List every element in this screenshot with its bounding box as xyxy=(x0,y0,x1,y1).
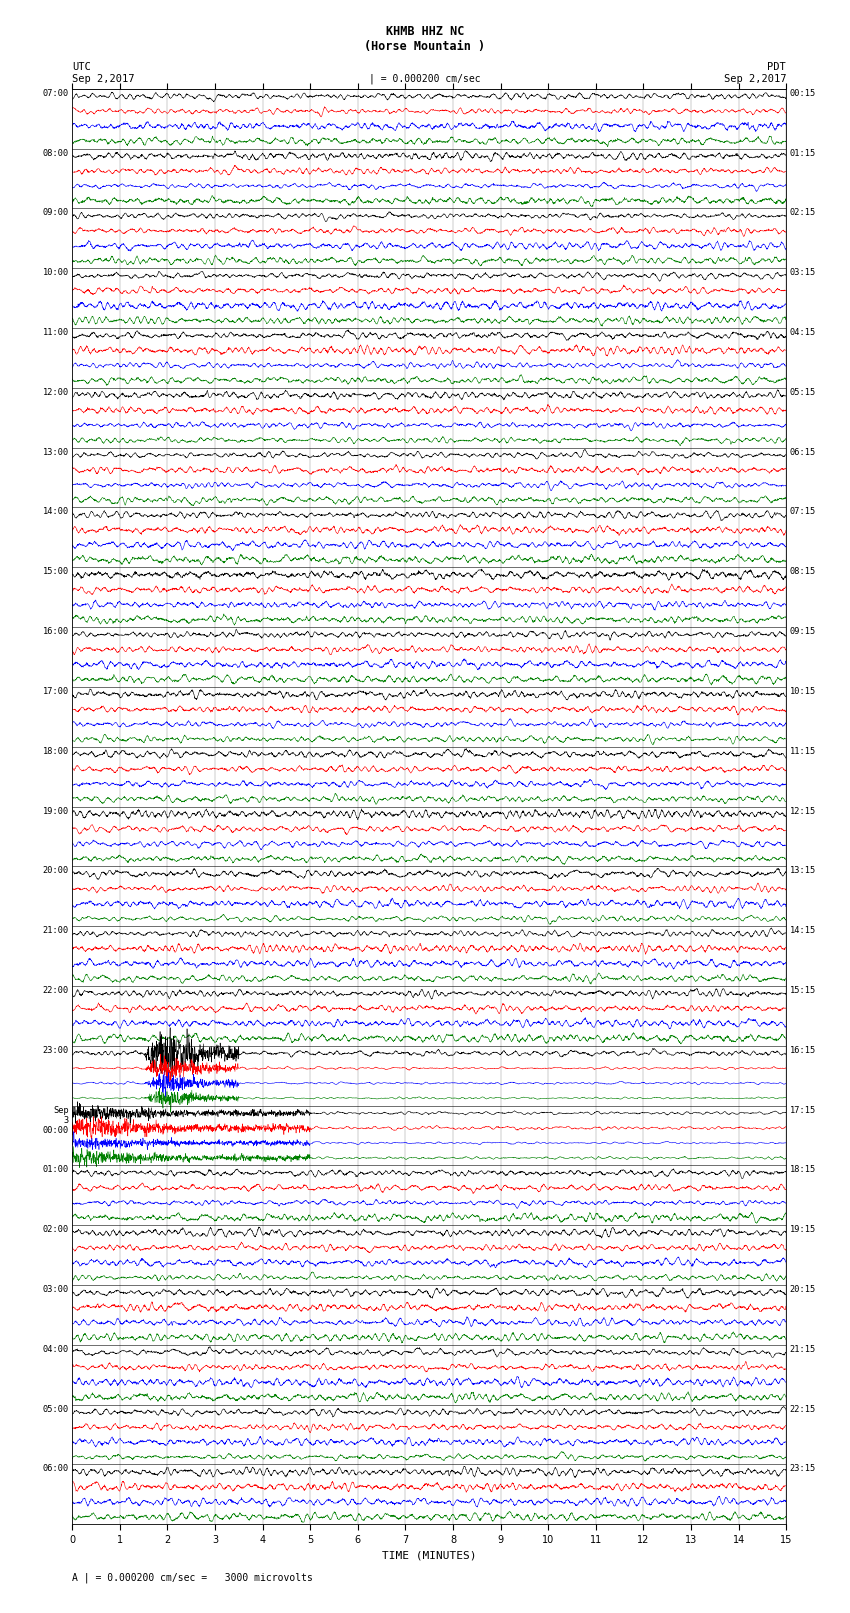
Text: 08:15: 08:15 xyxy=(790,568,816,576)
Text: 03:00: 03:00 xyxy=(42,1286,69,1294)
Text: 20:00: 20:00 xyxy=(42,866,69,876)
Text: 15:15: 15:15 xyxy=(790,986,816,995)
Text: 17:15: 17:15 xyxy=(790,1105,816,1115)
Text: | = 0.000200 cm/sec: | = 0.000200 cm/sec xyxy=(369,73,481,84)
Text: KHMB HHZ NC
(Horse Mountain ): KHMB HHZ NC (Horse Mountain ) xyxy=(365,26,485,53)
Text: 23:00: 23:00 xyxy=(42,1045,69,1055)
Text: 21:00: 21:00 xyxy=(42,926,69,936)
Text: 02:15: 02:15 xyxy=(790,208,816,218)
Text: 13:00: 13:00 xyxy=(42,447,69,456)
Text: 12:15: 12:15 xyxy=(790,806,816,816)
Text: 04:15: 04:15 xyxy=(790,327,816,337)
Text: 07:00: 07:00 xyxy=(42,89,69,98)
Text: UTC
Sep 2,2017: UTC Sep 2,2017 xyxy=(72,63,135,84)
Text: 14:00: 14:00 xyxy=(42,508,69,516)
Text: 01:00: 01:00 xyxy=(42,1165,69,1174)
Text: A | = 0.000200 cm/sec =   3000 microvolts: A | = 0.000200 cm/sec = 3000 microvolts xyxy=(72,1573,313,1584)
Text: 05:15: 05:15 xyxy=(790,387,816,397)
Text: 07:15: 07:15 xyxy=(790,508,816,516)
Text: 09:00: 09:00 xyxy=(42,208,69,218)
Text: 12:00: 12:00 xyxy=(42,387,69,397)
Text: 02:00: 02:00 xyxy=(42,1226,69,1234)
Text: PDT
Sep 2,2017: PDT Sep 2,2017 xyxy=(723,63,786,84)
Text: 14:15: 14:15 xyxy=(790,926,816,936)
Text: 22:15: 22:15 xyxy=(790,1405,816,1413)
Text: 11:00: 11:00 xyxy=(42,327,69,337)
Text: 18:15: 18:15 xyxy=(790,1165,816,1174)
Text: 13:15: 13:15 xyxy=(790,866,816,876)
Text: 15:00: 15:00 xyxy=(42,568,69,576)
Text: 04:00: 04:00 xyxy=(42,1345,69,1353)
Text: 23:15: 23:15 xyxy=(790,1465,816,1473)
Text: 10:00: 10:00 xyxy=(42,268,69,277)
Text: 19:15: 19:15 xyxy=(790,1226,816,1234)
Text: 11:15: 11:15 xyxy=(790,747,816,755)
Text: 01:15: 01:15 xyxy=(790,148,816,158)
Text: 17:00: 17:00 xyxy=(42,687,69,695)
Text: 16:00: 16:00 xyxy=(42,627,69,636)
Text: 05:00: 05:00 xyxy=(42,1405,69,1413)
Text: Sep
3
00:00: Sep 3 00:00 xyxy=(42,1105,69,1136)
Text: 03:15: 03:15 xyxy=(790,268,816,277)
Text: 18:00: 18:00 xyxy=(42,747,69,755)
Text: 21:15: 21:15 xyxy=(790,1345,816,1353)
X-axis label: TIME (MINUTES): TIME (MINUTES) xyxy=(382,1550,477,1560)
Text: 06:15: 06:15 xyxy=(790,447,816,456)
Text: 06:00: 06:00 xyxy=(42,1465,69,1473)
Text: 00:15: 00:15 xyxy=(790,89,816,98)
Text: 10:15: 10:15 xyxy=(790,687,816,695)
Text: 20:15: 20:15 xyxy=(790,1286,816,1294)
Text: 19:00: 19:00 xyxy=(42,806,69,816)
Text: 09:15: 09:15 xyxy=(790,627,816,636)
Text: 22:00: 22:00 xyxy=(42,986,69,995)
Text: 08:00: 08:00 xyxy=(42,148,69,158)
Text: 16:15: 16:15 xyxy=(790,1045,816,1055)
